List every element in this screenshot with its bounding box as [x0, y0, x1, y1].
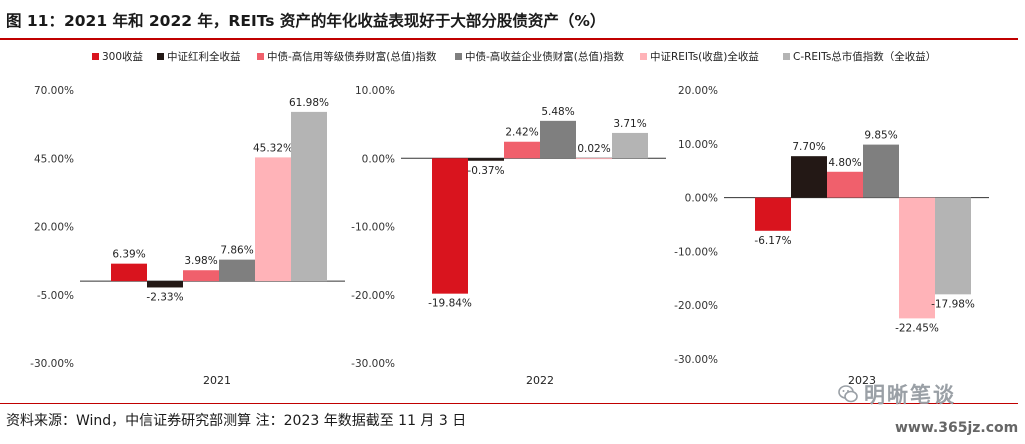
- value-label-2021-0: 6.39%: [112, 249, 145, 261]
- bar-2021-1: [147, 281, 183, 288]
- legend-label-creits: C-REITs总市值指数（全收益）: [793, 51, 937, 63]
- tick-label-2022-2: -10.00%: [351, 222, 395, 234]
- tick-label-2023-5: 20.00%: [678, 85, 718, 97]
- watermark-text: 明晰笔谈: [864, 383, 956, 407]
- bar-2021-3: [219, 259, 255, 282]
- bar-2023-2: [827, 171, 863, 198]
- value-label-2023-0: -6.17%: [754, 235, 791, 247]
- bar-2022-0: [432, 158, 468, 294]
- legend-swatch-300: [92, 53, 99, 60]
- legend-swatch-reits: [640, 53, 647, 60]
- value-label-2023-2: 4.80%: [828, 157, 861, 169]
- bar-2023-1: [791, 156, 827, 198]
- tick-label-2023-1: -20.00%: [674, 300, 718, 312]
- bar-2021-4: [255, 157, 291, 282]
- value-label-2022-3: 5.48%: [541, 106, 574, 118]
- tick-label-2022-0: -30.00%: [351, 358, 395, 370]
- bar-2021-5: [291, 111, 327, 282]
- value-label-2021-1: -2.33%: [146, 291, 183, 303]
- tick-label-2021-0: -30.00%: [30, 358, 74, 370]
- legend: 300收益 中证红利全收益 中债-高信用等级债券财富(总值)指数 中债-高收益企…: [0, 45, 1025, 67]
- value-label-2023-1: 7.70%: [792, 141, 825, 153]
- site-watermark: www.365jz.com: [895, 420, 1019, 436]
- legend-item-high-credit: 中债-高信用等级债券财富(总值)指数: [257, 49, 436, 64]
- bar-2023-3: [863, 144, 899, 198]
- tick-label-2023-3: 0.00%: [685, 193, 718, 205]
- value-label-2022-4: 0.02%: [577, 143, 610, 155]
- value-label-2021-4: 45.32%: [253, 142, 293, 154]
- value-label-2021-2: 3.98%: [184, 255, 217, 267]
- bar-2023-5: [935, 197, 971, 295]
- category-label-2022: 2022: [526, 374, 554, 387]
- value-label-2022-1: -0.37%: [467, 165, 504, 177]
- legend-item-dividend: 中证红利全收益: [157, 49, 241, 64]
- value-label-2021-5: 61.98%: [289, 97, 329, 109]
- legend-label-dividend: 中证红利全收益: [167, 51, 241, 63]
- bar-2022-4: [576, 158, 612, 160]
- figure-title: 图 11：2021 年和 2022 年，REITs 资产的年化收益表现好于大部分…: [6, 12, 606, 30]
- legend-label-300: 300收益: [102, 51, 144, 63]
- category-label-2021: 2021: [203, 374, 231, 387]
- legend-swatch-high-credit: [257, 53, 264, 60]
- legend-item-300: 300收益: [92, 49, 143, 64]
- category-label-2023: 2023: [848, 374, 876, 387]
- value-label-2023-4: -22.45%: [895, 322, 939, 334]
- legend-item-reits: 中证REITs(收盘)全收益: [640, 49, 759, 64]
- value-label-2023-3: 9.85%: [864, 130, 897, 142]
- watermark: 明晰笔谈: [838, 379, 956, 409]
- wechat-icon: [838, 385, 858, 403]
- bar-2022-3: [540, 120, 576, 159]
- tick-label-2021-1: -5.00%: [37, 290, 74, 302]
- tick-label-2021-2: 20.00%: [34, 222, 74, 234]
- legend-label-high-credit: 中债-高信用等级债券财富(总值)指数: [267, 51, 437, 63]
- bar-2021-2: [183, 270, 219, 282]
- title-rule: [0, 38, 1018, 40]
- legend-label-reits: 中证REITs(收盘)全收益: [650, 51, 759, 63]
- legend-swatch-creits: [783, 53, 790, 60]
- value-label-2021-3: 7.86%: [220, 245, 253, 257]
- value-label-2022-5: 3.71%: [613, 118, 646, 130]
- legend-item-creits: C-REITs总市值指数（全收益）: [783, 49, 936, 64]
- tick-label-2021-3: 45.00%: [34, 153, 74, 165]
- legend-label-high-yield: 中债-高收益企业债财富(总值)指数: [465, 51, 624, 63]
- bar-2022-2: [504, 141, 540, 159]
- value-label-2022-0: -19.84%: [428, 298, 472, 310]
- tick-label-2023-2: -10.00%: [674, 246, 718, 258]
- tick-label-2023-0: -30.00%: [674, 354, 718, 366]
- figure-header: 图 11：2021 年和 2022 年，REITs 资产的年化收益表现好于大部分…: [0, 0, 1025, 40]
- tick-label-2021-4: 70.00%: [34, 85, 74, 97]
- bar-2023-0: [755, 197, 791, 231]
- bar-2022-5: [612, 132, 648, 159]
- source-note: 资料来源：Wind，中信证券研究部测算 注：2023 年数据截至 11 月 3 …: [6, 413, 467, 429]
- tick-label-2022-4: 10.00%: [355, 85, 395, 97]
- source-rule: [0, 403, 1018, 404]
- bar-2022-1: [468, 158, 504, 161]
- value-label-2023-5: -17.98%: [931, 298, 975, 310]
- bar-2023-4: [899, 197, 935, 319]
- tick-label-2022-1: -20.00%: [351, 290, 395, 302]
- tick-label-2022-3: 0.00%: [362, 153, 395, 165]
- bar-2021-0: [111, 263, 147, 282]
- legend-swatch-high-yield: [455, 53, 462, 60]
- legend-swatch-dividend: [157, 53, 164, 60]
- legend-item-high-yield: 中债-高收益企业债财富(总值)指数: [455, 49, 624, 64]
- value-label-2022-2: 2.42%: [505, 127, 538, 139]
- tick-label-2023-4: 10.00%: [678, 139, 718, 151]
